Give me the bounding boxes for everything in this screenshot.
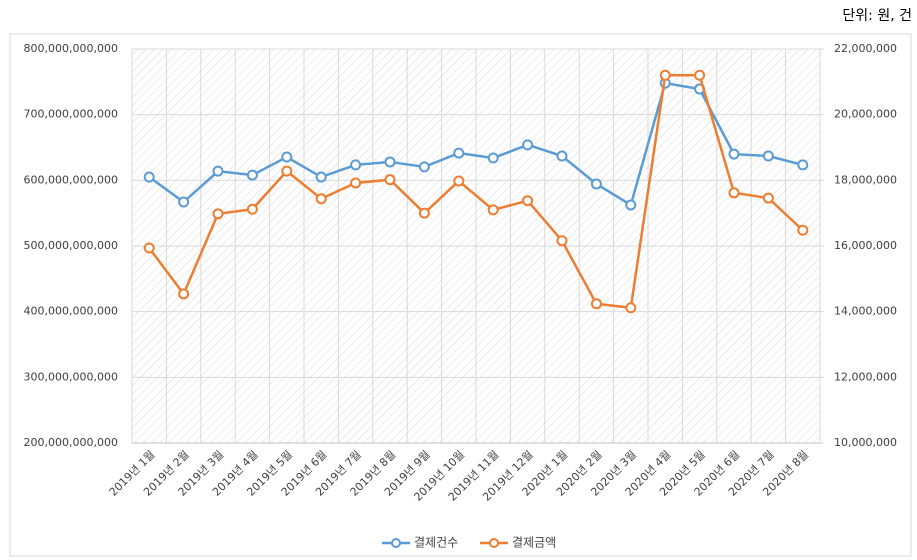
chart-frame [9, 33, 912, 557]
y2-tick-label: 22,000,000 [834, 42, 897, 55]
point [762, 192, 774, 204]
point [590, 298, 602, 310]
point [384, 174, 396, 186]
y-tick-label: 200,000,000,000 [24, 436, 118, 449]
point [384, 156, 396, 168]
y-tick-label: 600,000,000,000 [24, 173, 118, 186]
point [453, 147, 465, 159]
y2-tick-label: 18,000,000 [834, 173, 897, 186]
point [659, 69, 671, 81]
point [143, 171, 155, 183]
point [178, 196, 190, 208]
y-tick-label: 800,000,000,000 [24, 42, 118, 55]
point [418, 161, 430, 173]
point [625, 199, 637, 211]
y-tick-label: 300,000,000,000 [24, 370, 118, 383]
point [212, 165, 224, 177]
point [625, 302, 637, 314]
point [556, 235, 568, 247]
point [246, 203, 258, 215]
point [590, 178, 602, 190]
point [487, 204, 499, 216]
y-tick-label: 700,000,000,000 [24, 108, 118, 121]
series-line [148, 81, 804, 207]
point [246, 169, 258, 181]
series-line [148, 74, 804, 310]
point [418, 207, 430, 219]
y2-tick-label: 10,000,000 [834, 436, 897, 449]
point [143, 242, 155, 254]
point [453, 175, 465, 187]
point [315, 171, 327, 183]
point [281, 151, 293, 163]
point [350, 159, 362, 171]
legend-marker [489, 538, 499, 548]
y2-tick-label: 20,000,000 [834, 108, 897, 121]
point [728, 148, 740, 160]
y2-tick-label: 16,000,000 [834, 239, 897, 252]
point [522, 139, 534, 151]
point [797, 224, 809, 236]
point [281, 165, 293, 177]
point [762, 150, 774, 162]
point [694, 69, 706, 81]
point [522, 195, 534, 207]
point [556, 150, 568, 162]
y-tick-label: 500,000,000,000 [24, 239, 118, 252]
y2-tick-label: 12,000,000 [834, 370, 897, 383]
point [728, 187, 740, 199]
legend-marker [391, 538, 401, 548]
unit-note: 단위: 원, 건 [842, 8, 912, 24]
y2-tick-label: 14,000,000 [834, 305, 897, 318]
point [797, 159, 809, 171]
y-tick-label: 400,000,000,000 [24, 305, 118, 318]
point [315, 193, 327, 205]
point [350, 177, 362, 189]
point [178, 288, 190, 300]
legend-label: 결제금액 [512, 536, 556, 550]
legend-label: 결제건수 [414, 536, 458, 550]
point [212, 208, 224, 220]
point [487, 152, 499, 164]
